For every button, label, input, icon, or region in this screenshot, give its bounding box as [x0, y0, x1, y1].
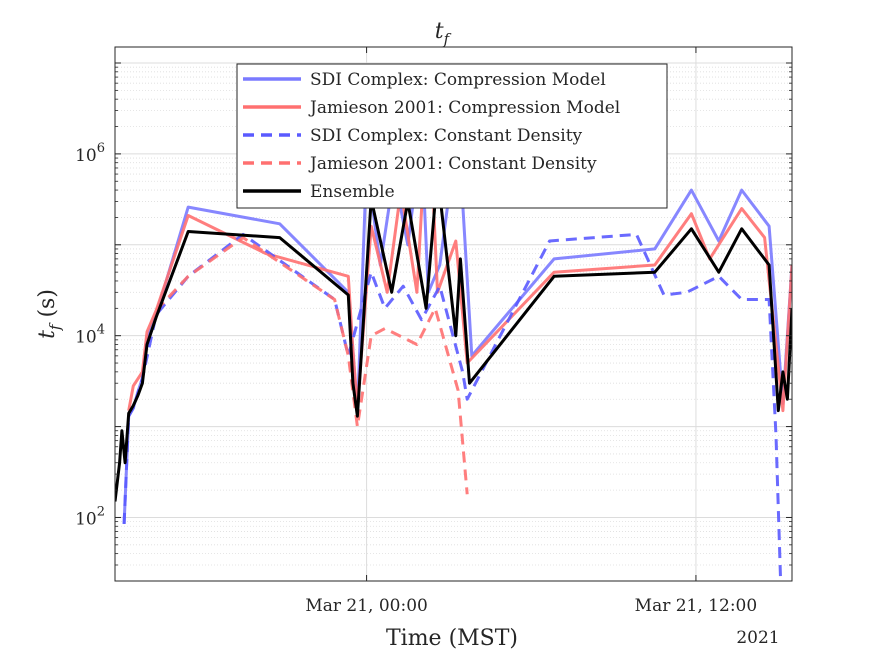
y-tick-label: 106: [75, 141, 105, 166]
series-line-5: [115, 172, 792, 502]
x-tick-label: Mar 21, 12:00: [635, 596, 758, 616]
plot-frame: [114, 46, 793, 582]
chart-title: tf: [435, 19, 452, 48]
y-axis-label: tf (s): [35, 289, 64, 339]
ticks: 102 104 106 Mar 21, 00:00 Mar 21, 12:00: [75, 47, 792, 616]
legend-label: Jamieson 2001: Constant Density: [308, 154, 597, 174]
legend-label: Ensemble: [310, 182, 395, 202]
x-tick-label: Mar 21, 00:00: [305, 596, 428, 616]
y-tick-label: 104: [75, 323, 105, 348]
x-axis-label: Time (MST): [386, 626, 518, 651]
series-line-4: [155, 236, 469, 495]
series-line-3: [122, 232, 783, 581]
y-tick-label: 102: [75, 504, 105, 529]
legend: SDI Complex: Compression Model Jamieson 2…: [236, 63, 668, 209]
legend-box: [236, 63, 668, 209]
year-label: 2021: [736, 628, 779, 648]
legend-label: SDI Complex: Compression Model: [310, 70, 606, 90]
legend-label: Jamieson 2001: Compression Model: [308, 98, 620, 118]
legend-label: SDI Complex: Constant Density: [310, 126, 583, 146]
